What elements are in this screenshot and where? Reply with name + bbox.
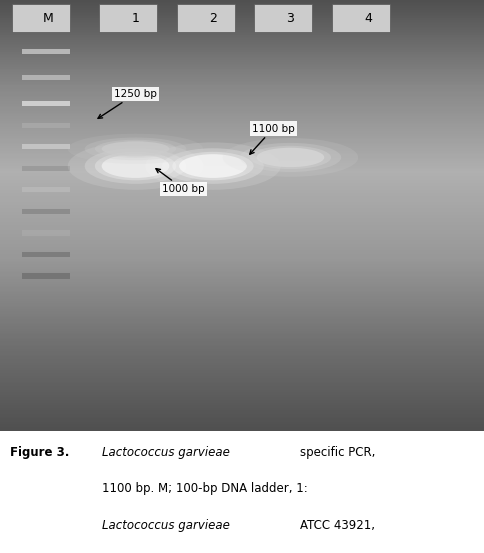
FancyBboxPatch shape [254,4,312,32]
Ellipse shape [223,138,358,177]
Text: 1100 bp. M; 100-bp DNA ladder, 1:: 1100 bp. M; 100-bp DNA ladder, 1: [102,482,307,495]
Text: Lactococcus garvieae: Lactococcus garvieae [102,519,229,532]
Ellipse shape [85,148,186,184]
FancyBboxPatch shape [22,144,70,149]
Text: 1100 bp: 1100 bp [250,123,294,154]
Text: ATCC 43921,: ATCC 43921, [300,519,375,532]
Ellipse shape [145,142,281,190]
Text: 2: 2 [209,12,217,25]
FancyBboxPatch shape [22,187,70,192]
Text: 1000 bp: 1000 bp [156,169,205,194]
Text: M: M [43,12,54,25]
FancyBboxPatch shape [22,75,70,80]
Text: 4: 4 [364,12,372,25]
FancyBboxPatch shape [22,231,70,236]
FancyBboxPatch shape [22,123,70,128]
Ellipse shape [68,142,203,190]
Ellipse shape [162,148,264,184]
FancyBboxPatch shape [22,166,70,171]
Ellipse shape [240,143,341,172]
Ellipse shape [250,146,331,169]
FancyBboxPatch shape [12,4,70,32]
Ellipse shape [68,134,203,164]
Ellipse shape [257,148,324,167]
Text: 1: 1 [132,12,139,25]
Text: specific PCR,: specific PCR, [300,446,376,459]
Ellipse shape [95,140,176,158]
Text: 1250 bp: 1250 bp [98,89,157,118]
FancyBboxPatch shape [22,209,70,214]
Ellipse shape [172,152,254,180]
FancyBboxPatch shape [177,4,235,32]
FancyBboxPatch shape [332,4,390,32]
FancyBboxPatch shape [22,49,70,54]
FancyBboxPatch shape [22,252,70,257]
Ellipse shape [102,141,169,156]
Ellipse shape [85,138,186,160]
FancyBboxPatch shape [22,274,70,279]
Text: Figure 3.: Figure 3. [10,446,69,459]
Text: 3: 3 [287,12,294,25]
FancyBboxPatch shape [22,101,70,106]
Ellipse shape [102,154,169,178]
Ellipse shape [95,152,176,180]
Ellipse shape [179,154,247,178]
Text: Lactococcus garvieae: Lactococcus garvieae [102,446,229,459]
FancyBboxPatch shape [99,4,157,32]
